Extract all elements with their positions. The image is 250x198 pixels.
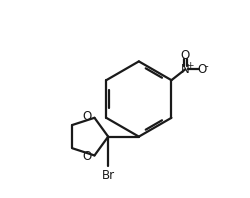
Text: +: + [186,61,194,70]
Text: -: - [204,61,208,71]
Text: O: O [83,110,92,123]
Text: N: N [181,63,190,76]
Text: Br: Br [102,169,115,182]
Text: O: O [83,150,92,163]
Text: O: O [198,63,207,76]
Text: O: O [181,49,190,62]
